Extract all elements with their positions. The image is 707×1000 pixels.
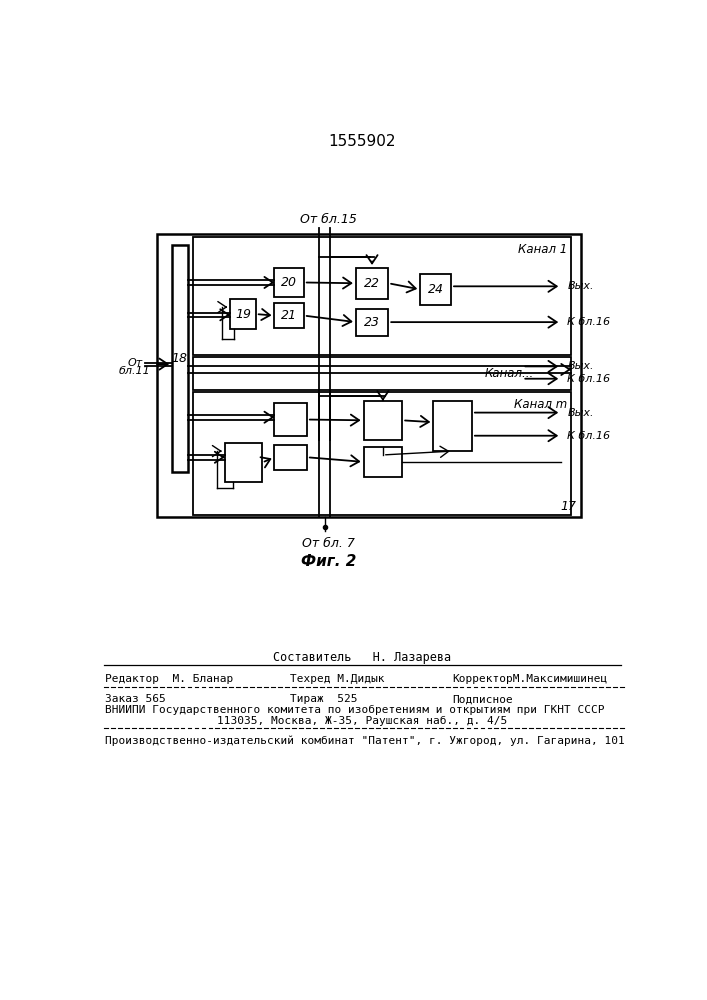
Text: Составитель   Н. Лазарева: Составитель Н. Лазарева — [273, 651, 451, 664]
Bar — [230, 299, 256, 329]
Bar — [356, 268, 388, 299]
Text: КорректорМ.Максимишинец: КорректорМ.Максимишинец — [452, 674, 608, 684]
Text: К бл.16: К бл.16 — [567, 317, 610, 327]
Bar — [356, 309, 388, 336]
Text: 17: 17 — [561, 500, 577, 513]
Text: От: От — [127, 358, 143, 368]
Bar — [156, 234, 581, 517]
Text: Редактор  М. Бланар: Редактор М. Бланар — [105, 674, 234, 684]
Text: 1555902: 1555902 — [328, 134, 396, 149]
Bar — [172, 245, 187, 472]
Text: бл.11: бл.11 — [119, 366, 151, 376]
Text: Канал...: Канал... — [484, 367, 534, 380]
Bar — [274, 403, 307, 436]
Text: Заказ 565: Заказ 565 — [105, 694, 166, 704]
Text: 19: 19 — [235, 308, 251, 321]
Text: К бл.16: К бл.16 — [567, 374, 610, 384]
Bar — [193, 357, 571, 389]
Bar — [433, 401, 472, 451]
Text: 24: 24 — [428, 283, 443, 296]
Bar — [274, 445, 307, 470]
Text: Производственно-издательский комбинат "Патент", г. Ужгород, ул. Гагарина, 101: Производственно-издательский комбинат "П… — [105, 736, 625, 746]
Bar — [363, 401, 402, 440]
Text: Вых.: Вых. — [567, 281, 594, 291]
Text: ВНИИПИ Государственного комитета по изобретениям и открытиям при ГКНТ СССР: ВНИИПИ Государственного комитета по изоб… — [105, 705, 605, 715]
Text: 113035, Москва, Ж-35, Раушская наб., д. 4/5: 113035, Москва, Ж-35, Раушская наб., д. … — [217, 716, 507, 726]
Text: К бл.16: К бл.16 — [567, 431, 610, 441]
Text: 21: 21 — [281, 309, 297, 322]
Text: Вых.: Вых. — [567, 361, 594, 371]
Text: Канал m: Канал m — [514, 398, 567, 411]
Text: Тираж  525: Тираж 525 — [290, 694, 357, 704]
Text: От бл. 7: От бл. 7 — [302, 537, 355, 550]
Text: 18: 18 — [172, 352, 188, 365]
Text: Фиг. 2: Фиг. 2 — [301, 554, 356, 569]
Text: Канал 1: Канал 1 — [518, 243, 567, 256]
Bar — [193, 237, 571, 355]
Bar — [363, 447, 402, 477]
Text: 22: 22 — [364, 277, 380, 290]
Bar — [193, 392, 571, 515]
Text: Подписное: Подписное — [452, 694, 513, 704]
Bar — [274, 303, 304, 328]
Text: Техред М.Дидык: Техред М.Дидык — [290, 674, 385, 684]
Bar — [274, 268, 304, 297]
Bar — [225, 443, 262, 482]
Text: 23: 23 — [364, 316, 380, 329]
Bar — [420, 274, 451, 305]
Text: Вых.: Вых. — [567, 408, 594, 418]
Text: 20: 20 — [281, 276, 297, 289]
Text: От бл.15: От бл.15 — [300, 213, 357, 226]
